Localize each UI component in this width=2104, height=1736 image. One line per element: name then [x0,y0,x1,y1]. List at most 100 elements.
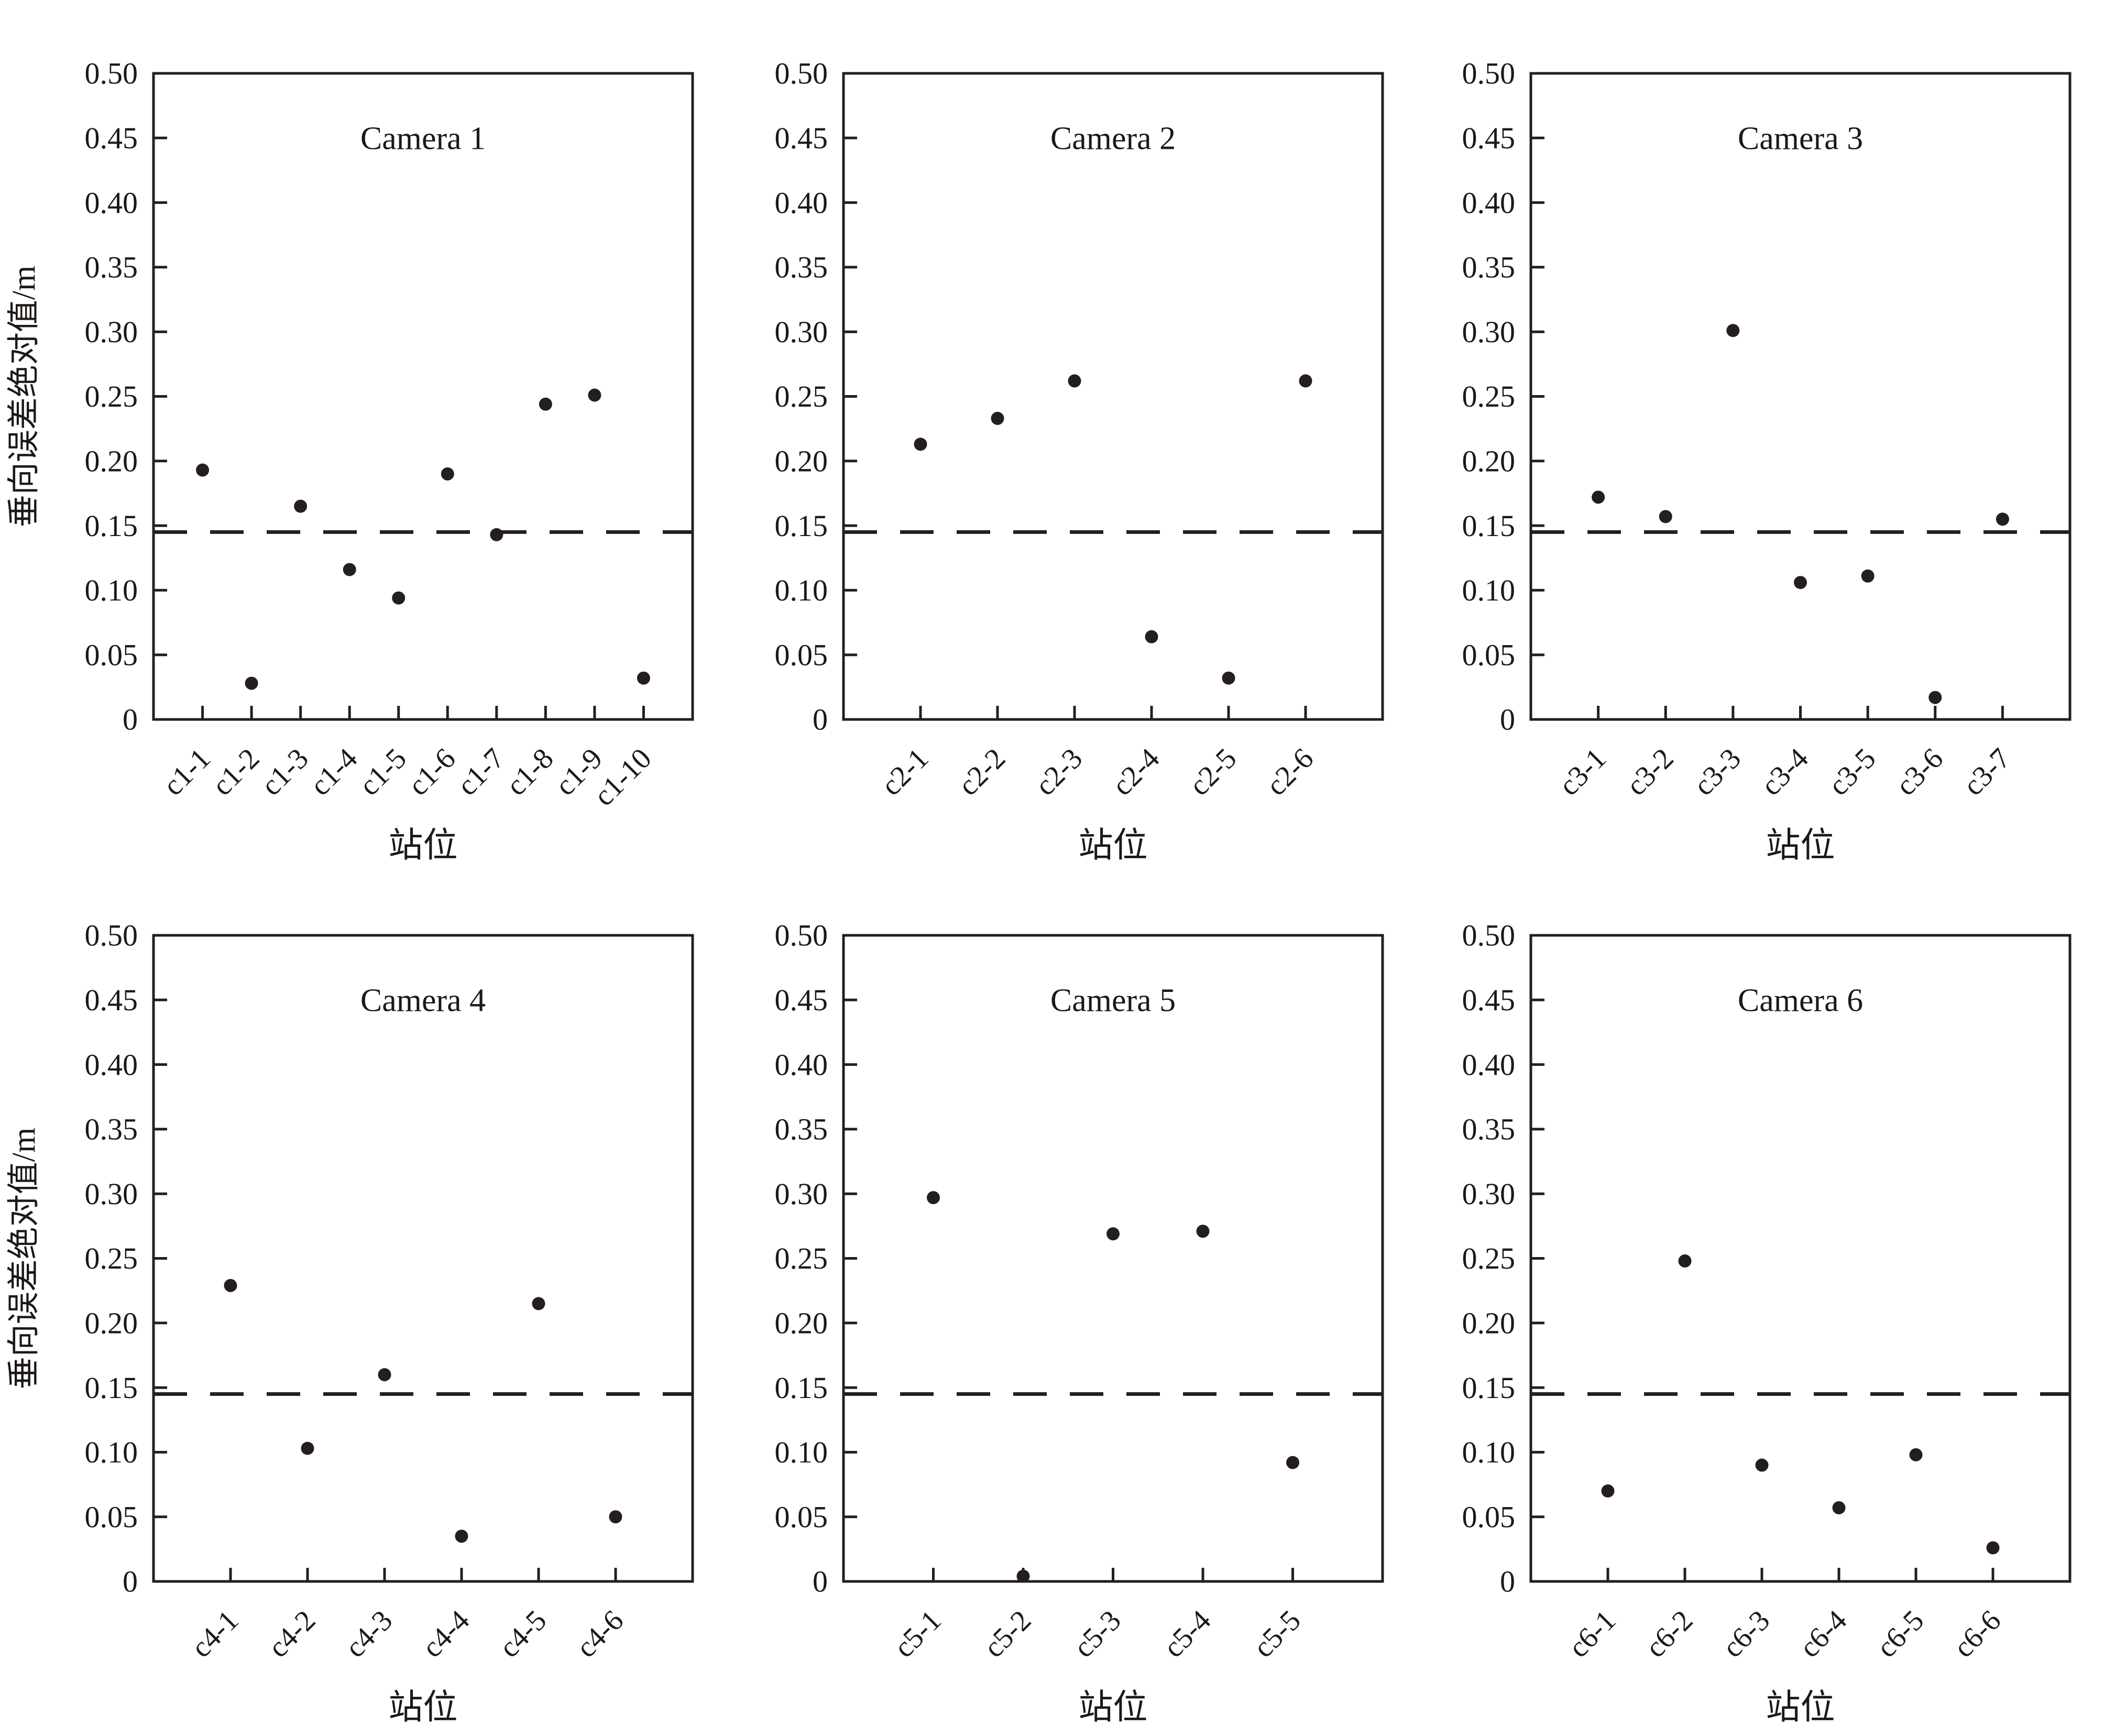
y-tick-label: 0.35 [775,1112,828,1147]
x-tick-label: c4-1 [185,1604,245,1664]
x-tick-label: c2-4 [1106,742,1166,802]
x-tick-label: c5-3 [1067,1604,1127,1664]
x-tick-label: c6-6 [1947,1604,2007,1664]
x-tick-label: c2-2 [952,742,1012,802]
y-tick-label: 0.45 [775,121,828,155]
y-tick-label: 0.05 [85,638,138,672]
plot-box [152,72,694,721]
panel-title: Camera 3 [1738,121,1863,156]
y-tick-label: 0.45 [85,121,138,155]
x-tick-label: c5-4 [1157,1604,1217,1664]
y-tick-label: 0.25 [85,379,138,413]
x-tick-label: c3-6 [1890,742,1949,802]
y-tick-label: 0.15 [1462,1371,1516,1405]
x-axis-label: 站位 [1079,1688,1148,1727]
panel-title: Camera 1 [360,121,486,156]
data-point-c1-6 [441,467,454,481]
y-tick-label: 0 [123,703,138,737]
y-tick-label: 0.05 [775,1500,828,1534]
plot-box [152,934,694,1583]
x-tick-label: c2-1 [875,742,935,802]
data-point-c2-1 [914,438,927,451]
data-point-c3-7 [1996,512,2009,526]
data-point-c4-1 [224,1279,237,1292]
y-tick-label: 0.05 [1462,1500,1516,1534]
y-tick-label: 0.10 [1462,573,1516,607]
y-tick-label: 0.10 [85,1435,138,1469]
plot-box [1529,72,2072,721]
data-point-c1-5 [392,591,406,605]
x-tick-label: c1-5 [353,742,413,802]
x-tick-label: c6-1 [1562,1604,1622,1664]
y-tick-label: 0.20 [85,1306,138,1340]
panel-title: Camera 6 [1738,982,1863,1018]
data-point-c3-2 [1659,510,1672,523]
y-tick-label: 0.05 [1462,638,1516,672]
y-tick-label: 0.20 [1462,444,1516,478]
data-point-c3-1 [1592,490,1605,504]
x-tick-label: c1-3 [255,742,315,802]
x-tick-label: c4-4 [416,1604,476,1664]
x-tick-label: c6-4 [1793,1604,1853,1664]
data-point-c4-4 [455,1530,468,1543]
x-tick-label: c1-4 [304,742,364,802]
data-point-c5-1 [927,1191,940,1205]
y-tick-label: 0.10 [775,1435,828,1469]
y-tick-label: 0.45 [1462,983,1516,1017]
data-point-c6-5 [1909,1448,1923,1461]
y-tick-label: 0.25 [775,1241,828,1275]
y-tick-label: 0.35 [1462,1112,1516,1147]
data-point-c1-2 [245,676,258,690]
data-point-c2-2 [991,411,1004,425]
data-point-c5-2 [1016,1569,1030,1583]
y-tick-label: 0.30 [1462,315,1516,349]
x-tick-label: c4-3 [339,1604,399,1664]
x-tick-label: c6-3 [1716,1604,1776,1664]
panel-camera-2: 0 0.05 0.10 0.15 0.20 0.25 0.30 0.35 0.40 0.45 0.5… [775,57,1384,865]
y-tick-label: 0.05 [85,1500,138,1534]
data-point-c1-8 [539,397,552,411]
y-tick-label: 0.40 [1462,185,1516,220]
data-point-c1-10 [637,671,650,685]
data-point-c2-5 [1222,671,1235,685]
y-tick-label: 0.40 [85,185,138,220]
data-point-c4-6 [609,1510,622,1524]
x-axis-label: 站位 [1079,826,1148,865]
x-tick-label: c1-8 [500,742,560,802]
data-point-c3-5 [1861,569,1875,583]
y-tick-label: 0.30 [775,315,828,349]
x-tick-label: c4-5 [493,1604,553,1664]
y-tick-label: 0.25 [85,1241,138,1275]
x-tick-label: c3-2 [1620,742,1680,802]
y-tick-label: 0.15 [1462,509,1516,543]
panel-title: Camera 2 [1050,121,1176,156]
y-tick-label: 0.30 [85,315,138,349]
data-point-c6-3 [1755,1458,1769,1472]
data-point-c6-6 [1986,1541,2000,1555]
y-tick-label: 0.20 [775,1306,828,1340]
x-axis-label: 站位 [389,826,458,865]
y-tick-label: 0.40 [775,185,828,220]
y-tick-label: 0.10 [775,573,828,607]
x-tick-label: c5-5 [1247,1604,1307,1664]
data-point-c5-4 [1196,1225,1210,1238]
x-tick-label: c5-1 [887,1604,947,1664]
y-tick-label: 0 [813,703,828,737]
y-tick-label: 0.35 [85,250,138,285]
data-point-c4-2 [301,1442,314,1455]
y-tick-label: 0.40 [85,1047,138,1082]
x-axis-label: 站位 [1766,826,1835,865]
y-tick-label: 0.05 [775,638,828,672]
panel-title: Camera 5 [1050,982,1176,1018]
data-point-c1-7 [490,528,503,541]
y-tick-label: 0.15 [775,509,828,543]
y-tick-label: 0.50 [1462,57,1516,91]
y-tick-label: 0.45 [775,983,828,1017]
y-tick-label: 0.50 [85,57,138,91]
plot-box [1529,934,2072,1583]
data-point-c1-4 [343,563,356,576]
y-tick-label: 0.50 [85,919,138,953]
y-tick-label: 0.20 [775,444,828,478]
x-tick-label: c4-6 [570,1604,630,1664]
data-point-c6-2 [1678,1254,1692,1268]
